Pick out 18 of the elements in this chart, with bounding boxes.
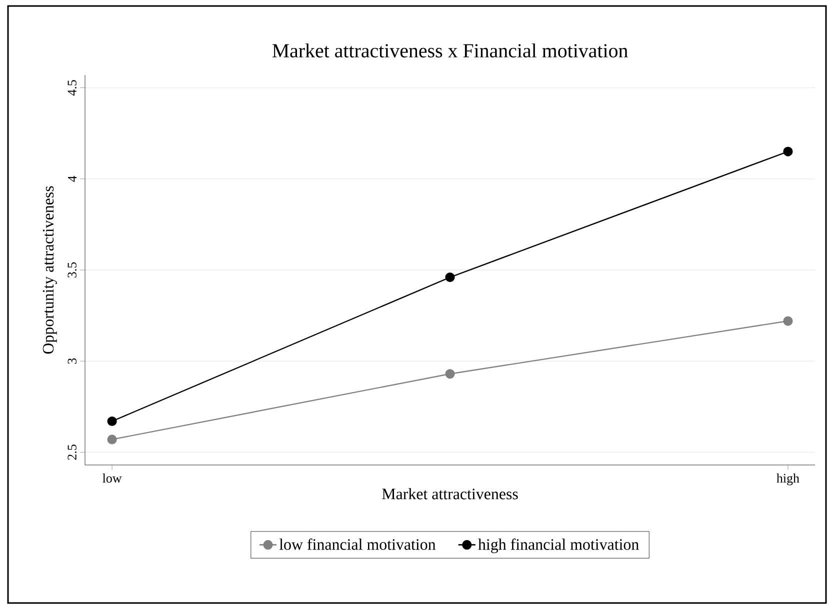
y-tick-label: 2.5 — [68, 444, 76, 460]
x-axis-title: Market attractiveness — [382, 488, 518, 500]
y-tick-label: 3 — [68, 358, 76, 364]
legend-label: high financial motivation — [478, 538, 639, 554]
legend-label: low financial motivation — [279, 538, 436, 550]
point — [445, 369, 455, 379]
point — [107, 434, 117, 444]
y-tick-label: 3.5 — [68, 262, 76, 278]
y-axis-title: Opportunity attractiveness — [42, 186, 57, 354]
x-tick-label: low — [102, 474, 122, 483]
point — [783, 316, 793, 326]
y-tick-label: 4.5 — [68, 80, 76, 96]
point — [107, 416, 117, 426]
y-tick-label: 4 — [68, 176, 76, 182]
chart-title: Market attractiveness x Financial motivation — [272, 43, 628, 58]
point — [445, 272, 455, 282]
point — [783, 146, 793, 156]
x-tick-label: high — [776, 474, 800, 486]
